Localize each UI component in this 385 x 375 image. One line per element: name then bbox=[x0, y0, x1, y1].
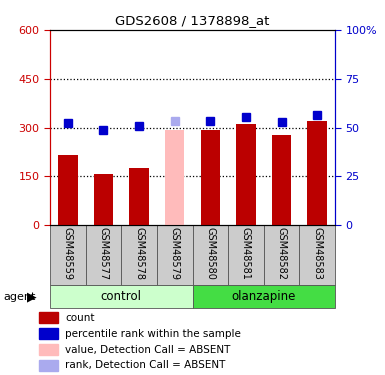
Bar bbox=[129, 168, 149, 225]
Bar bbox=[264, 225, 300, 285]
Text: GSM48577: GSM48577 bbox=[99, 227, 109, 280]
Text: control: control bbox=[101, 290, 142, 303]
Text: value, Detection Call = ABSENT: value, Detection Call = ABSENT bbox=[65, 345, 231, 354]
Text: count: count bbox=[65, 313, 95, 322]
Text: GSM48578: GSM48578 bbox=[134, 227, 144, 280]
Bar bbox=[85, 225, 121, 285]
Bar bbox=[307, 121, 327, 225]
Text: agent: agent bbox=[4, 292, 36, 302]
Bar bbox=[50, 225, 85, 285]
Bar bbox=[228, 225, 264, 285]
Text: GSM48582: GSM48582 bbox=[276, 227, 286, 280]
Bar bbox=[192, 225, 228, 285]
Title: GDS2608 / 1378898_at: GDS2608 / 1378898_at bbox=[116, 15, 270, 27]
Text: ▶: ▶ bbox=[27, 290, 37, 303]
Text: GSM48579: GSM48579 bbox=[170, 227, 180, 280]
Bar bbox=[38, 328, 58, 339]
Text: GSM48583: GSM48583 bbox=[312, 227, 322, 280]
Text: percentile rank within the sample: percentile rank within the sample bbox=[65, 328, 241, 339]
Bar bbox=[121, 225, 157, 285]
Bar bbox=[58, 155, 78, 225]
Text: rank, Detection Call = ABSENT: rank, Detection Call = ABSENT bbox=[65, 360, 226, 370]
Bar bbox=[38, 344, 58, 355]
Text: GSM48581: GSM48581 bbox=[241, 227, 251, 280]
Bar bbox=[201, 130, 220, 225]
Bar bbox=[38, 312, 58, 323]
Bar bbox=[157, 225, 192, 285]
Bar bbox=[300, 225, 335, 285]
Bar bbox=[94, 174, 113, 225]
Bar bbox=[38, 360, 58, 371]
Bar bbox=[272, 135, 291, 225]
Bar bbox=[236, 124, 256, 225]
Text: olanzapine: olanzapine bbox=[231, 290, 296, 303]
Bar bbox=[165, 130, 184, 225]
Text: GSM48580: GSM48580 bbox=[205, 227, 215, 280]
Bar bbox=[50, 285, 192, 308]
Bar bbox=[192, 285, 335, 308]
Text: GSM48559: GSM48559 bbox=[63, 227, 73, 280]
